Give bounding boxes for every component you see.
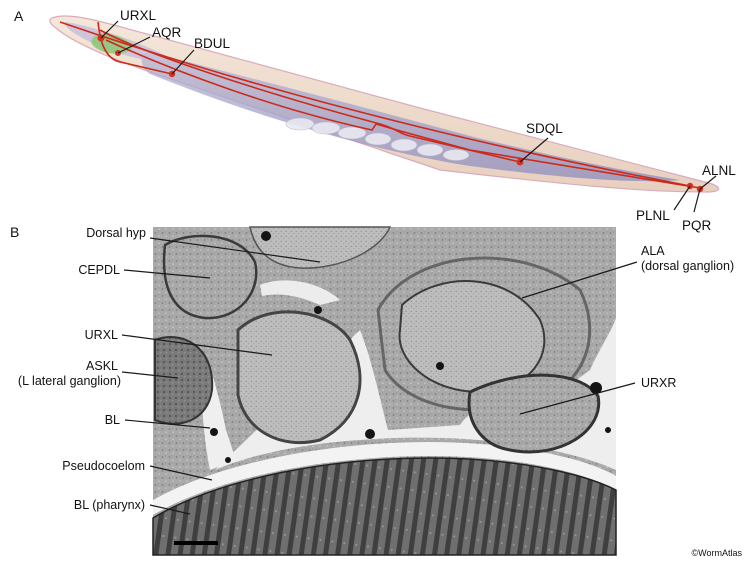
label-bl: BL xyxy=(105,413,120,427)
worm-body xyxy=(49,15,720,193)
label-ala: ALA xyxy=(641,244,665,258)
pharynx-muscle xyxy=(152,457,617,556)
panel-a-letter: A xyxy=(14,8,24,24)
panel-a-labels: URXL AQR BDUL SDQL ALNL PLNL PQR xyxy=(100,8,736,233)
label-bdul: BDUL xyxy=(194,36,231,51)
label-cepdl: CEPDL xyxy=(78,263,120,277)
label-askl: ASKL xyxy=(86,359,118,373)
panel-b-letter: B xyxy=(10,224,19,240)
scale-bar xyxy=(174,541,218,545)
label-urxl-a: URXL xyxy=(120,8,157,23)
label-ala-ganglion: (dorsal ganglion) xyxy=(641,259,734,273)
label-plnl: PLNL xyxy=(636,208,670,223)
label-sdql: SDQL xyxy=(526,121,563,136)
label-aqr: AQR xyxy=(152,25,182,40)
worm-3d-model xyxy=(49,15,720,193)
panel-b-left-labels: Dorsal hyp CEPDL URXL ASKL (L lateral ga… xyxy=(18,226,146,512)
label-urxr: URXR xyxy=(641,376,676,390)
embryo-row xyxy=(285,117,470,161)
neuron-processes xyxy=(59,21,701,189)
label-bl-pharynx: BL (pharynx) xyxy=(74,498,145,512)
label-pqr: PQR xyxy=(682,218,712,233)
panel-b-right-labels: ALA (dorsal ganglion) URXR xyxy=(641,244,734,390)
label-askl-ganglion: (L lateral ganglion) xyxy=(18,374,121,388)
label-dorsal-hyp: Dorsal hyp xyxy=(86,226,146,240)
panel-b-leaders xyxy=(121,237,638,515)
credit-text: ©WormAtlas xyxy=(692,548,743,558)
em-micrograph xyxy=(152,226,617,556)
label-urxl-b: URXL xyxy=(85,328,118,342)
label-alnl: ALNL xyxy=(702,163,736,178)
label-pseudocoelom: Pseudocoelom xyxy=(62,459,145,473)
